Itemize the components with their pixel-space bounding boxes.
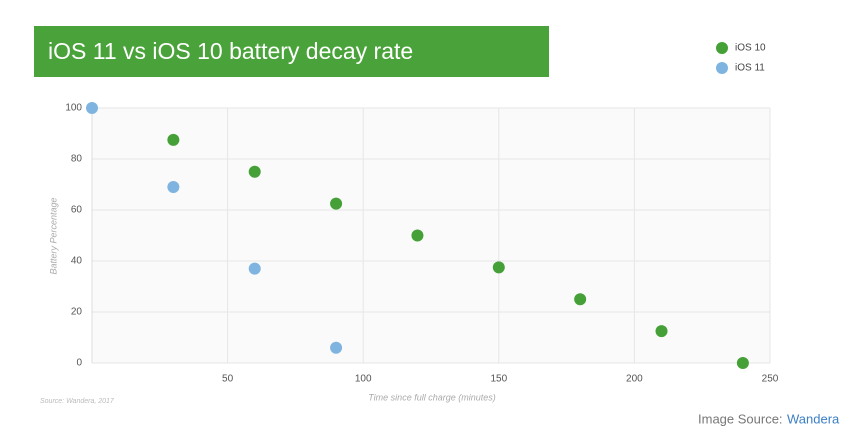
y-tick-label: 40 [71, 256, 83, 267]
x-tick-label: 250 [762, 374, 779, 385]
data-point [86, 102, 98, 114]
data-point [736, 357, 749, 369]
legend-marker [716, 42, 728, 54]
y-tick-label: 0 [76, 358, 82, 369]
x-axis-label: Time since full charge (minutes) [368, 392, 495, 402]
data-point [655, 325, 668, 338]
image-source-link[interactable]: Wandera [787, 411, 840, 426]
chart-title: iOS 11 vs iOS 10 battery decay rate [48, 38, 413, 64]
data-point [330, 341, 343, 354]
x-tick-label: 150 [490, 374, 507, 385]
data-point [167, 133, 180, 146]
data-point [248, 262, 261, 275]
x-tick-label: 200 [626, 374, 643, 385]
legend-label: iOS 10 [735, 43, 766, 54]
image-source-label: Image Source: [698, 411, 783, 426]
y-tick-label: 20 [71, 307, 83, 318]
legend-marker [716, 62, 728, 74]
data-point [167, 181, 180, 194]
data-point [411, 229, 424, 242]
y-tick-label: 80 [71, 154, 83, 165]
data-point [574, 293, 587, 306]
title-banner [34, 26, 549, 77]
x-tick-label: 50 [222, 374, 234, 385]
plot-area [92, 108, 770, 363]
y-tick-label: 100 [65, 103, 82, 114]
data-point [492, 261, 505, 274]
source-note: Source: Wandera, 2017 [40, 398, 115, 405]
data-point [248, 165, 261, 178]
legend-label: iOS 11 [735, 63, 765, 74]
data-point [330, 197, 343, 210]
y-axis-label: Battery Percentage [48, 197, 58, 274]
x-tick-label: 100 [355, 374, 372, 385]
y-tick-label: 60 [71, 205, 83, 216]
